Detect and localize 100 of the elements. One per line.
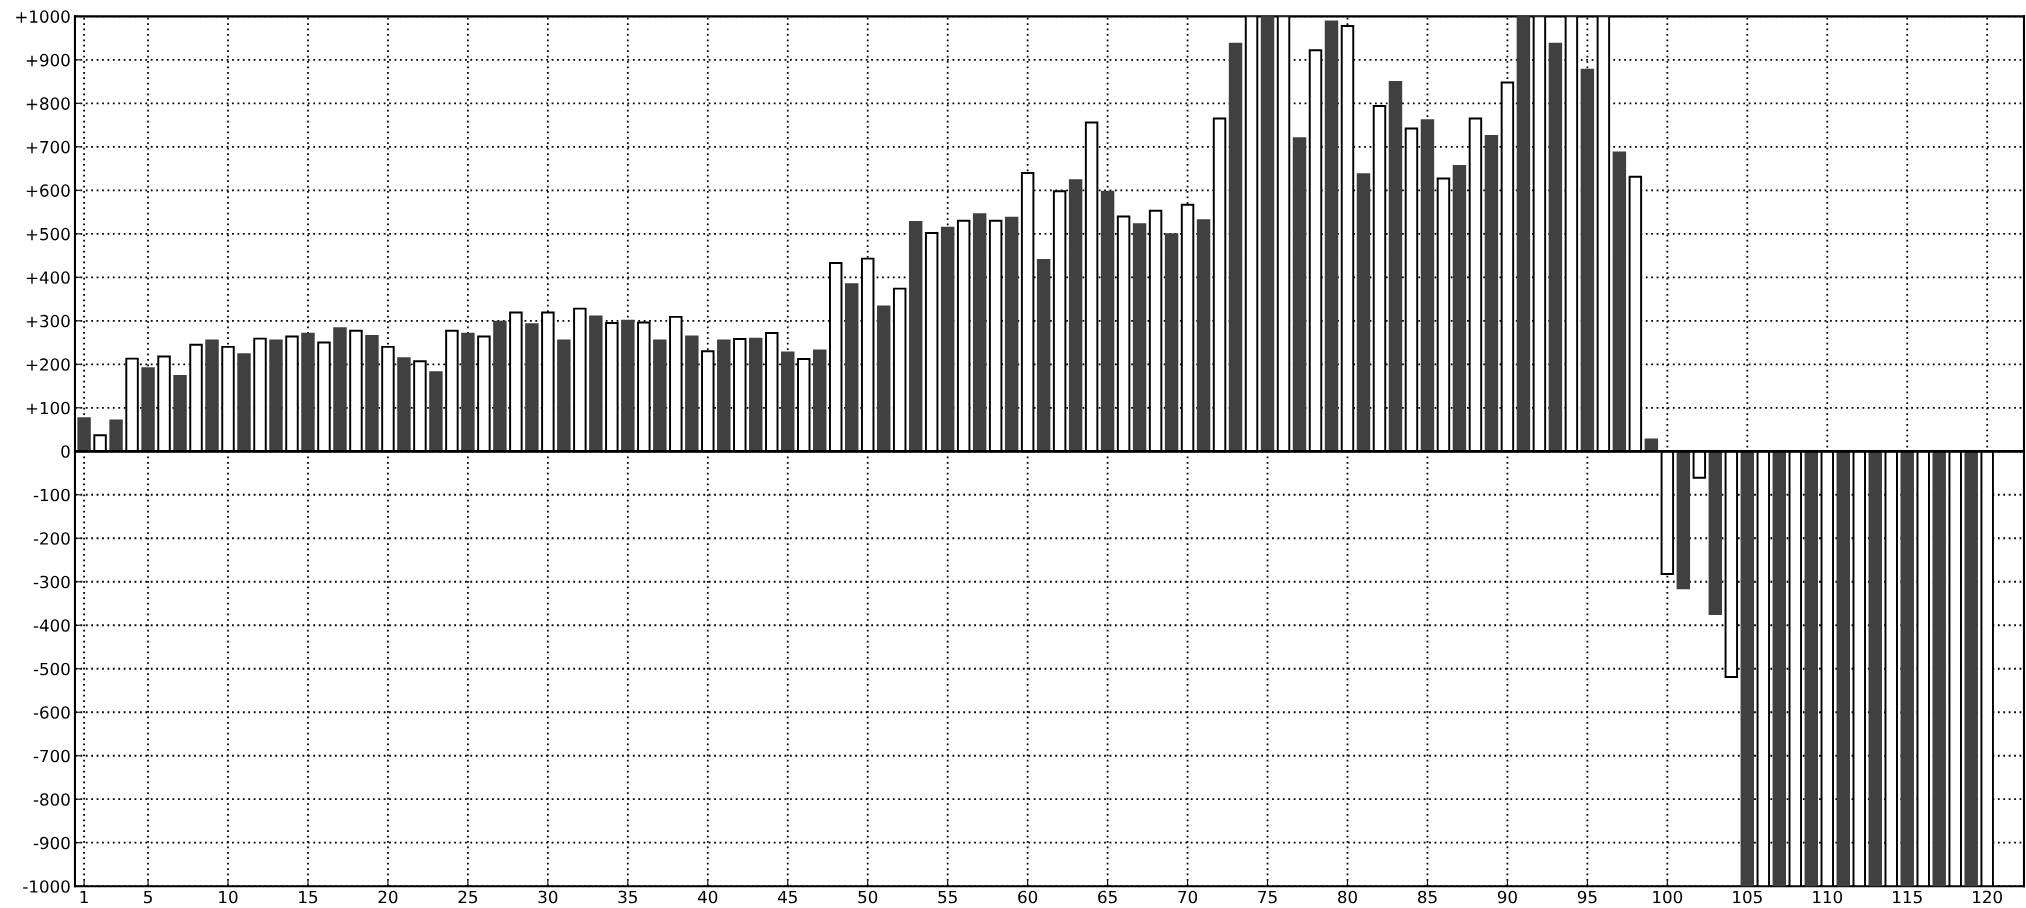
y-tick-label: -700 [33,749,70,763]
bar [109,419,123,453]
bar [77,417,91,453]
x-tick-label: 90 [1497,890,1517,904]
bar [1164,233,1179,453]
y-tick-label: -400 [33,619,70,632]
y-tick-label: -300 [33,575,70,589]
bar [557,339,571,453]
x-tick-label: 20 [378,890,398,904]
x-tick-label: 40 [698,890,718,904]
x-tick-label: 15 [299,890,318,904]
bar [621,319,635,453]
x-tick-label: 105 [1733,890,1762,904]
bar [237,353,251,453]
bar [365,335,379,453]
bar [1260,16,1275,453]
bar [1772,450,1787,887]
y-tick-label: +400 [26,271,70,284]
y-tick-label: -900 [33,836,70,850]
bar [269,339,283,453]
bar [1932,450,1946,887]
bar [1036,258,1051,453]
bar [205,339,219,453]
bar [1676,450,1691,590]
bar [1964,450,1978,887]
bar [876,305,891,453]
bar [1548,42,1563,453]
bar [429,371,443,453]
x-tick-label: 60 [1018,890,1038,904]
bar [685,335,699,453]
bar [173,375,187,453]
bar [1228,42,1243,453]
y-tick-label: +900 [26,53,70,67]
bar [972,213,987,453]
bar [1836,450,1850,887]
y-tick-label: -500 [33,662,70,676]
y-tick-label: -200 [33,532,70,545]
bar [1740,450,1755,887]
x-tick-label: 70 [1178,890,1198,904]
bar [781,351,795,453]
bar [1420,119,1435,453]
y-tick-label: +1000 [16,10,70,23]
bar [1356,173,1371,453]
bar [1100,190,1115,453]
bar [749,337,763,453]
y-tick-label: +100 [26,401,70,415]
bar [1292,137,1307,453]
y-tick-label: +700 [26,140,70,154]
bar [653,339,667,453]
bar [1132,223,1147,453]
y-tick-label: +500 [26,227,70,241]
x-tick-label: 50 [858,890,878,904]
bar [1516,16,1531,453]
y-tick-label: -100 [33,488,70,502]
bar [940,226,955,453]
x-tick-label: 120 [1973,890,2002,904]
x-tick-label: 85 [1417,890,1437,904]
bar [397,357,411,453]
y-tick-label: -1000 [23,880,70,893]
bar [333,327,347,453]
bar [1708,450,1723,615]
x-tick-label: 10 [219,890,238,904]
bar [1196,219,1211,453]
bar [1612,151,1627,453]
bar [301,332,315,453]
bar [1804,450,1818,887]
bar [141,367,155,453]
x-tick-label: 100 [1653,890,1683,904]
y-tick-label: +800 [26,97,70,110]
bar [493,320,507,453]
x-tick-label: 1 [80,890,88,904]
bar [844,283,859,453]
x-tick-label: 30 [538,890,558,904]
bar [461,332,475,453]
y-tick-label: +300 [26,314,70,328]
bar [1580,68,1595,453]
bar [1324,20,1339,453]
bar [717,339,731,453]
bar [525,323,539,453]
x-tick-label: 75 [1258,890,1277,904]
bar [1868,450,1882,887]
x-tick-label: 45 [777,890,797,904]
bar [813,349,827,453]
x-tick-label: 5 [144,890,152,904]
x-tick-label: 55 [938,890,957,904]
bar [1452,164,1467,453]
x-tick-label: 95 [1577,890,1597,904]
bar [1484,134,1499,453]
bar [908,221,923,453]
y-tick-label: -600 [33,706,70,719]
bar [1388,81,1403,453]
x-tick-label: 110 [1813,890,1843,904]
x-tick-label: 80 [1338,890,1357,904]
x-tick-label: 115 [1893,890,1922,904]
y-tick-label: -800 [33,793,70,806]
y-tick-label: 0 [61,445,70,458]
y-tick-label: +600 [26,184,70,197]
y-tick-label: +200 [26,358,70,371]
bar [1068,179,1083,453]
x-tick-label: 35 [618,890,637,904]
